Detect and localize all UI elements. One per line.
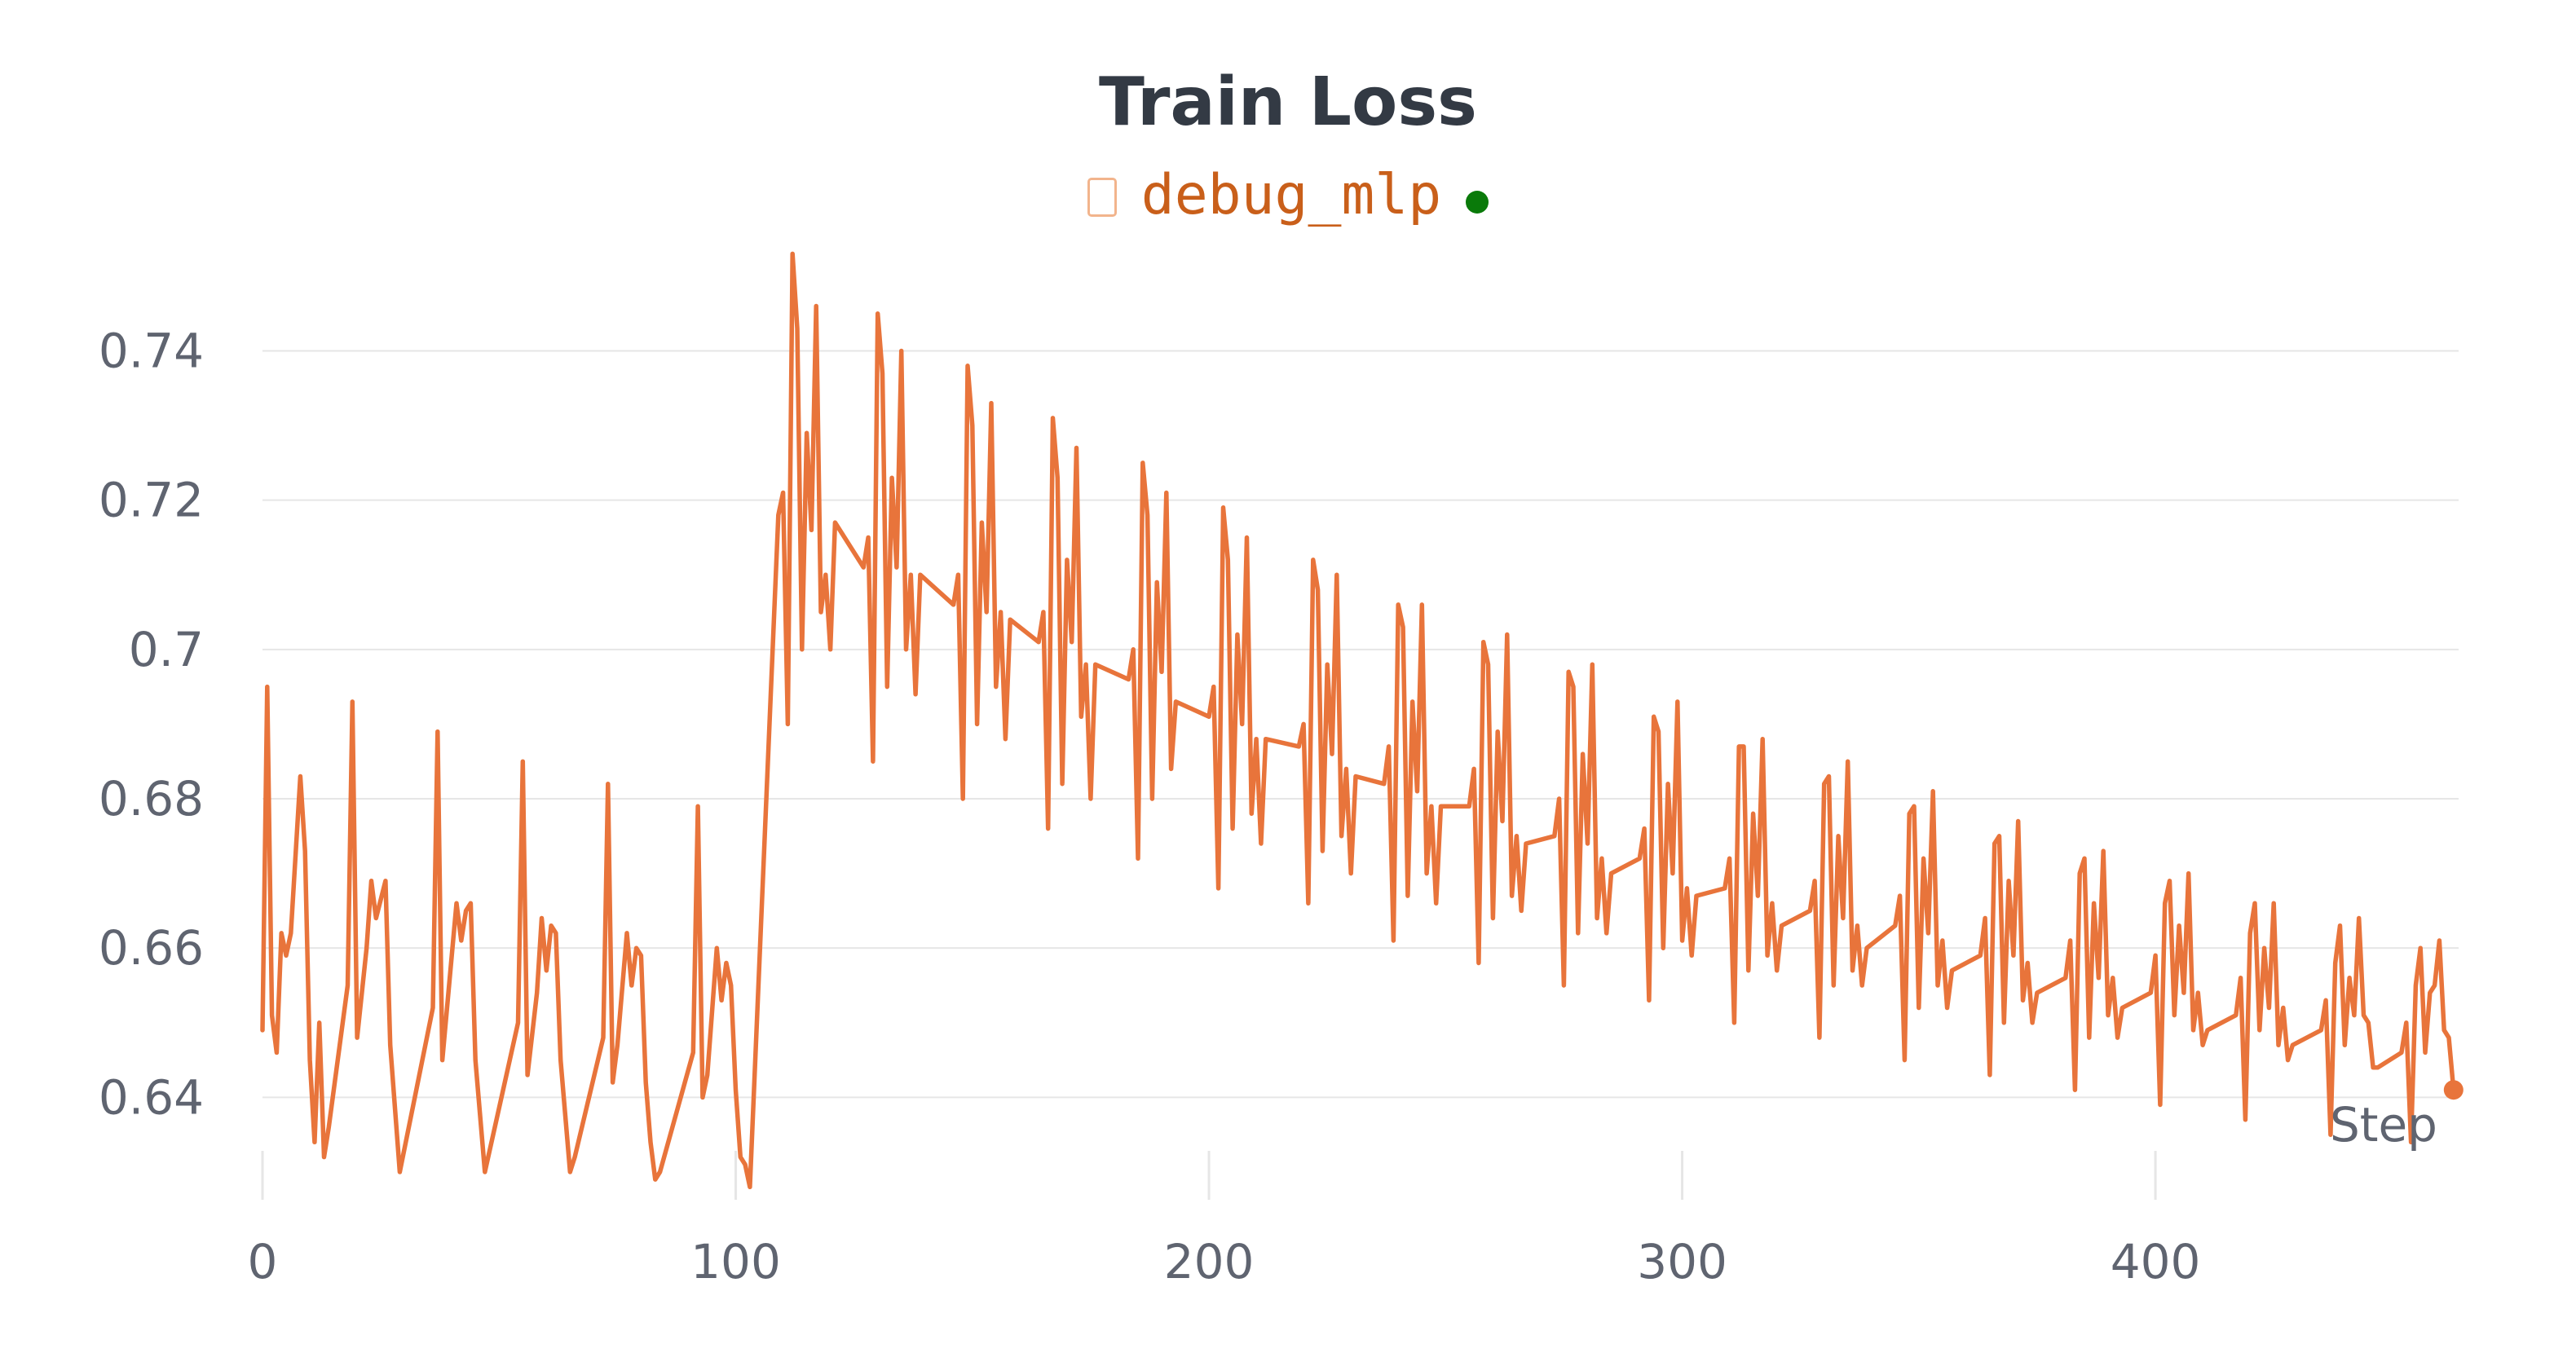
x-axis: 0 100 200 300 400 [248,1151,2201,1289]
legend[interactable]: debug_mlp [0,163,2576,227]
x-tick-label: 400 [2111,1234,2201,1289]
x-axis-label: Step [2330,1097,2437,1152]
y-axis: 0.64 0.66 0.68 0.7 0.72 0.74 [99,323,204,1125]
y-tick-label: 0.66 [99,920,204,976]
series-layer [260,251,2464,1190]
legend-series-label: debug_mlp [1140,163,1442,227]
y-tick-label: 0.74 [99,323,204,378]
grid [262,350,2459,1099]
legend-checkbox-icon[interactable] [1087,178,1117,217]
x-tick-label: 200 [1164,1234,1255,1289]
y-tick-label: 0.64 [99,1069,204,1125]
series-line-debug_mlp[interactable] [260,251,2456,1190]
status-dot-icon [1466,191,1489,214]
x-tick-label: 100 [690,1234,781,1289]
series-end-point[interactable] [2443,1080,2464,1100]
y-tick-label: 0.68 [99,771,204,826]
y-tick-label: 0.7 [129,622,204,677]
y-tick-label: 0.72 [99,473,204,528]
chart-title: Train Loss [1099,64,1477,141]
x-tick-label: 0 [248,1234,278,1289]
x-tick-label: 300 [1637,1234,1727,1289]
